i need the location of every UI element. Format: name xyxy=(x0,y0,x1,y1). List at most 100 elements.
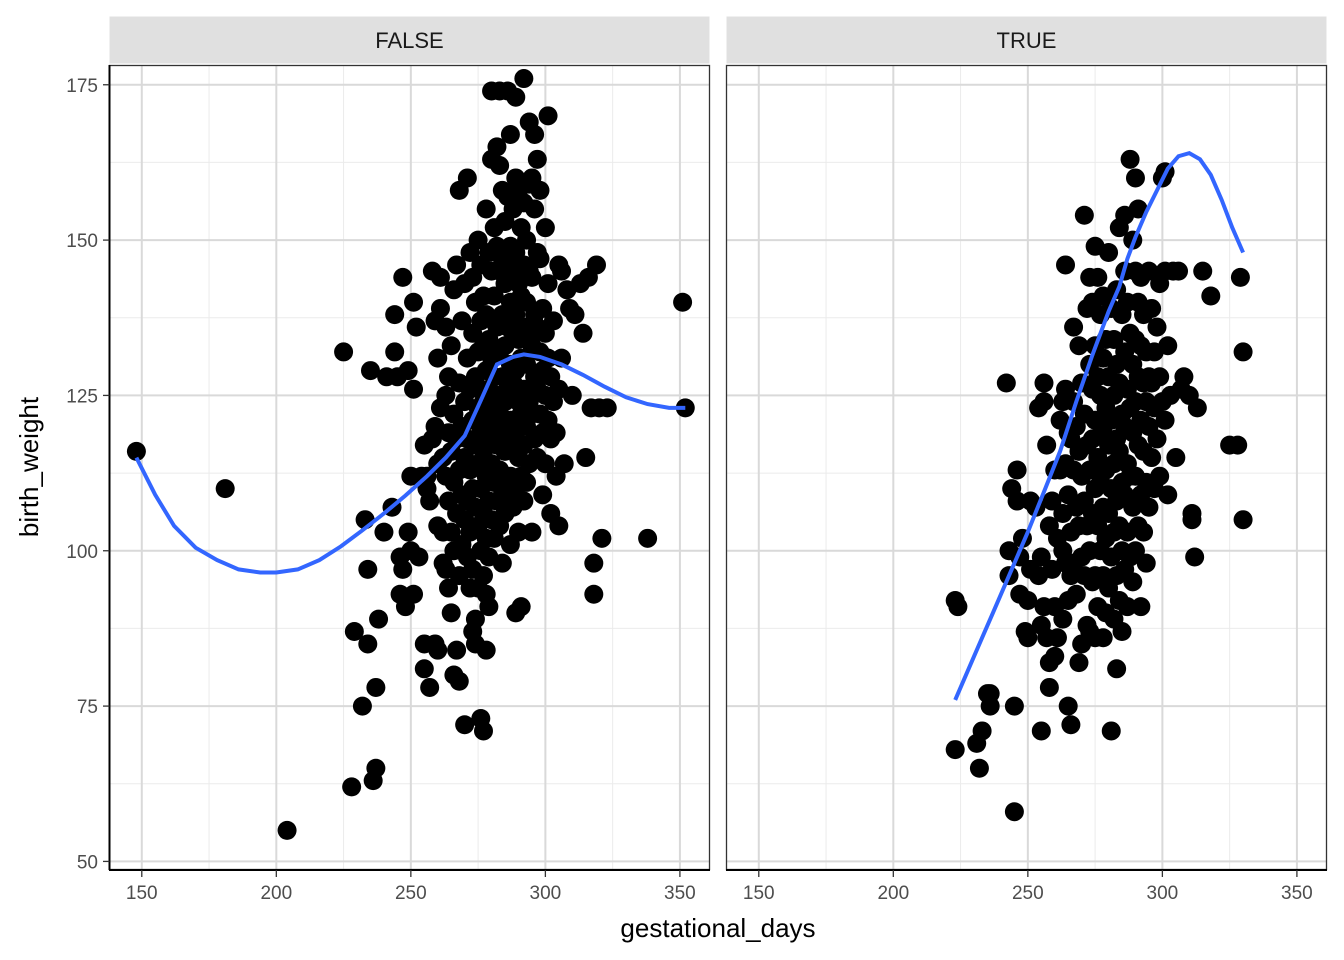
data-point xyxy=(1185,547,1205,567)
data-point xyxy=(404,379,424,399)
data-point xyxy=(366,677,386,697)
data-point xyxy=(996,373,1016,393)
data-point xyxy=(552,261,572,281)
data-point xyxy=(1031,547,1051,567)
data-point xyxy=(1101,721,1121,741)
data-point xyxy=(533,485,553,505)
data-point xyxy=(385,342,405,362)
data-point xyxy=(538,274,558,294)
data-point xyxy=(530,249,550,269)
data-point xyxy=(484,286,504,306)
data-point xyxy=(1228,435,1248,455)
data-point xyxy=(969,758,989,778)
data-point xyxy=(584,584,604,604)
data-point xyxy=(277,820,297,840)
data-point xyxy=(473,566,493,586)
data-point xyxy=(452,311,472,331)
data-point xyxy=(476,305,496,325)
data-point xyxy=(369,609,389,629)
data-point xyxy=(414,659,434,679)
data-point xyxy=(430,298,450,318)
data-point xyxy=(473,721,493,741)
data-point xyxy=(576,448,596,468)
data-point xyxy=(1034,392,1054,412)
data-point xyxy=(344,622,364,642)
data-point xyxy=(1139,497,1159,517)
data-point xyxy=(468,230,488,250)
data-point xyxy=(487,137,507,157)
data-point xyxy=(398,361,418,381)
data-point xyxy=(562,385,582,405)
data-point xyxy=(360,361,380,381)
data-point xyxy=(1131,597,1151,617)
data-point xyxy=(490,156,510,176)
data-point xyxy=(1069,653,1089,673)
smooth-line-false xyxy=(134,352,686,575)
x-tick-label: 250 xyxy=(395,883,427,904)
data-point xyxy=(525,124,545,144)
data-point xyxy=(358,559,378,579)
data-point xyxy=(1042,491,1062,511)
data-point xyxy=(1125,541,1145,561)
data-point xyxy=(465,609,485,629)
data-point xyxy=(533,298,553,318)
data-point xyxy=(511,597,531,617)
data-point xyxy=(1155,410,1175,430)
data-point xyxy=(597,398,617,418)
data-point xyxy=(517,230,537,250)
data-point xyxy=(517,472,537,492)
data-point xyxy=(1037,435,1057,455)
data-point xyxy=(441,336,461,356)
data-point xyxy=(1004,696,1024,716)
data-point xyxy=(420,677,440,697)
data-point xyxy=(409,547,429,567)
data-point xyxy=(352,696,372,716)
data-point xyxy=(457,168,477,188)
x-tick-label: 350 xyxy=(664,883,696,904)
data-point xyxy=(1134,522,1154,542)
x-tick-label: 200 xyxy=(260,883,292,904)
data-point xyxy=(366,758,386,778)
data-point xyxy=(565,305,585,325)
data-point xyxy=(1088,267,1108,287)
y-axis: 50 75 100 125 150 175 xyxy=(66,65,111,873)
data-point xyxy=(500,124,520,144)
data-point xyxy=(215,479,235,499)
data-point xyxy=(430,267,450,287)
data-point xyxy=(586,255,606,275)
x-tick-label: 250 xyxy=(1012,883,1044,904)
y-tick-label: 100 xyxy=(66,542,98,563)
data-point xyxy=(1120,149,1140,169)
data-point xyxy=(1047,628,1067,648)
data-point xyxy=(1064,317,1084,337)
x-tick-label: 150 xyxy=(126,883,158,904)
data-point xyxy=(447,640,467,660)
data-point xyxy=(428,348,448,368)
data-point xyxy=(554,454,574,474)
data-point xyxy=(1053,609,1073,629)
data-point xyxy=(1230,267,1250,287)
grid-lines-false xyxy=(109,65,710,870)
data-point xyxy=(1045,646,1065,666)
data-point xyxy=(538,106,558,126)
data-point xyxy=(1112,622,1132,642)
data-point xyxy=(1182,503,1202,523)
data-point xyxy=(1128,199,1148,219)
data-point xyxy=(1169,261,1189,281)
data-point xyxy=(972,721,992,741)
data-point xyxy=(1056,255,1076,275)
data-point xyxy=(455,715,475,735)
data-point xyxy=(573,323,593,343)
data-point xyxy=(543,311,563,331)
data-point xyxy=(385,305,405,325)
y-tick-label: 150 xyxy=(66,231,98,252)
data-point xyxy=(638,528,658,548)
data-point xyxy=(342,777,362,797)
data-point xyxy=(1104,330,1124,350)
data-point xyxy=(1018,590,1038,610)
points-layer-true xyxy=(945,149,1253,822)
x-tick-label: 200 xyxy=(877,883,909,904)
data-point xyxy=(1150,367,1170,387)
x-tick-label: 150 xyxy=(743,883,775,904)
data-point xyxy=(447,255,467,275)
